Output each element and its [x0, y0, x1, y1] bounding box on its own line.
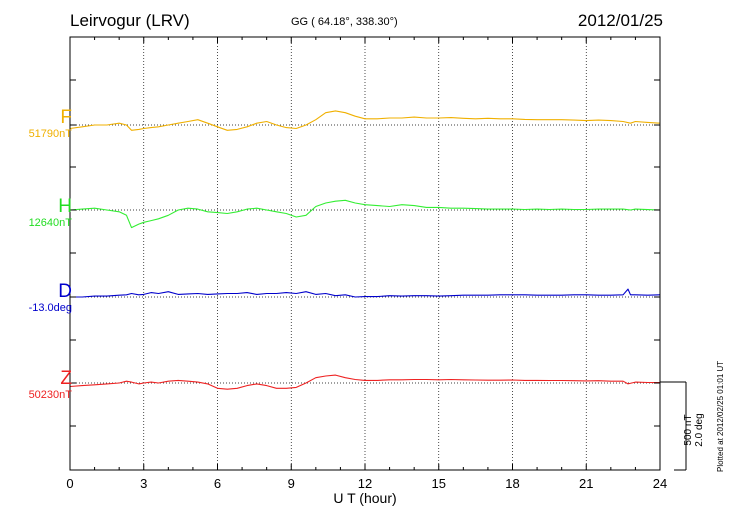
scale-label: 500 nT 2.0 deg [683, 410, 705, 450]
series-name-f: F [60, 107, 72, 128]
series-name-d: D [58, 281, 72, 302]
series-baseline-d: -13.0deg [28, 302, 72, 314]
series-layer [69, 110, 661, 390]
series-baseline-f: 51790nT [28, 128, 72, 140]
x-tick-label: 15 [432, 476, 446, 491]
x-axis-label: U T (hour) [333, 490, 396, 506]
scale-deg: 2.0 deg [694, 413, 705, 447]
plotted-at-note: Plotted at 2012/02/25 01:01 UT [716, 360, 725, 472]
series-baseline-h: 12640nT [28, 217, 72, 229]
series-baseline-z: 50230nT [28, 389, 72, 401]
series-label-z: Z 50230nT [29, 369, 72, 402]
station-coords: GG ( 64.18°, 338.30°) [291, 16, 398, 28]
grid-layer [70, 37, 660, 470]
series-label-h: H 12640nT [29, 197, 72, 230]
x-tick-label: 3 [140, 476, 147, 491]
x-tick-label: 0 [66, 476, 73, 491]
series-name-h: H [58, 196, 72, 217]
series-line-d [70, 288, 661, 298]
scale-nt: 500 nT [683, 414, 694, 446]
station-title: Leirvogur (LRV) [70, 11, 190, 30]
series-label-d: D -13.0deg [29, 282, 72, 315]
x-tick-label: 9 [288, 476, 295, 491]
ticks-layer: 0 3 6 9 12 15 18 21 24 [66, 36, 667, 491]
x-tick-label: 18 [505, 476, 519, 491]
series-line-h [69, 199, 661, 229]
x-tick-label: 6 [214, 476, 221, 491]
series-name-z: Z [60, 368, 72, 389]
series-label-f: F 51790nT [29, 108, 72, 141]
series-line-z [69, 374, 661, 390]
x-tick-label: 21 [579, 476, 593, 491]
x-tick-label: 24 [653, 476, 667, 491]
series-line-f [69, 110, 661, 131]
date-title: 2012/01/25 [577, 11, 663, 30]
x-tick-label: 12 [358, 476, 372, 491]
scale-bar [660, 381, 687, 471]
